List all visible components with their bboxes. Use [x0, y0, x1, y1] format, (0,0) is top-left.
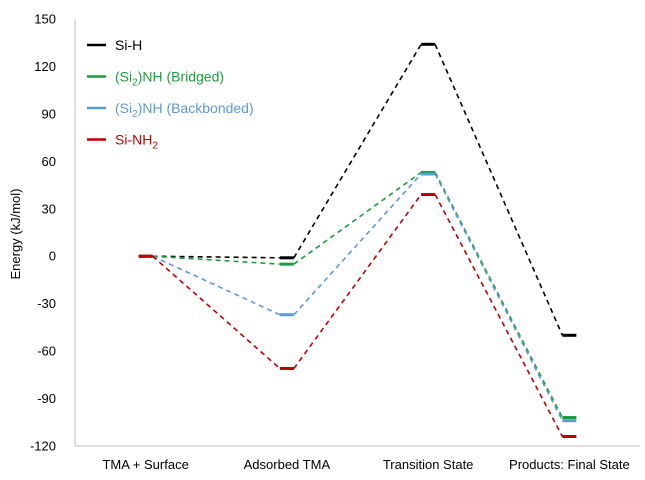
series-group — [138, 172, 577, 423]
series-connector — [152, 255, 280, 265]
series-group — [138, 193, 577, 439]
series-connector — [152, 255, 281, 370]
legend-item: Si-NH2 — [87, 132, 158, 152]
y-tick-label: -30 — [37, 296, 56, 311]
series-connector — [293, 194, 422, 369]
series-connector — [434, 172, 564, 418]
y-tick-label: -60 — [37, 344, 56, 359]
y-tick-label: -90 — [37, 391, 56, 406]
series-connector — [293, 43, 422, 259]
series-connector — [293, 171, 422, 265]
x-tick-labels: TMA + Surface Adsorbed TMA Transition Stat… — [102, 457, 629, 472]
x-tick-label: Transition State — [383, 457, 474, 472]
series-group — [138, 42, 577, 337]
legend-item: (Si2)NH (Bridged) — [87, 69, 224, 89]
x-tick-label: TMA + Surface — [102, 457, 188, 472]
x-tick-label: Products: Final State — [509, 457, 630, 472]
legend-label: (Si2)NH (Backbonded) — [115, 100, 254, 120]
y-tick-label: -120 — [30, 439, 56, 454]
legend-item: Si-H — [87, 37, 142, 53]
y-tick-label: 60 — [42, 154, 56, 169]
y-tick-label: 0 — [49, 249, 56, 264]
series-connector — [434, 173, 564, 422]
legend-label: Si-NH2 — [115, 132, 158, 152]
series-connector — [434, 194, 564, 437]
y-tick-label: 150 — [34, 12, 56, 27]
x-tick-label: Adsorbed TMA — [244, 457, 331, 472]
y-tick-label: 90 — [42, 106, 56, 121]
series-layer — [138, 42, 577, 439]
axes-layer — [74, 19, 640, 447]
legend: Si-H (Si2)NH (Bridged) (Si2)NH (Backbonded… — [87, 37, 254, 152]
series-connector — [152, 255, 280, 259]
y-axis-label: Energy (kJ/mol) — [8, 188, 23, 279]
y-tick-label: 120 — [34, 59, 56, 74]
series-group — [138, 170, 577, 420]
legend-item: (Si2)NH (Backbonded) — [87, 100, 254, 120]
series-connector — [434, 43, 564, 336]
legend-label: Si-H — [115, 37, 142, 53]
legend-label: (Si2)NH (Bridged) — [115, 69, 224, 89]
y-tick-labels: 150 120 90 60 30 0 -30 -60 -90 -120 — [30, 12, 56, 454]
series-connector — [152, 255, 281, 316]
y-tick-label: 30 — [42, 201, 56, 216]
series-connector — [293, 173, 422, 316]
